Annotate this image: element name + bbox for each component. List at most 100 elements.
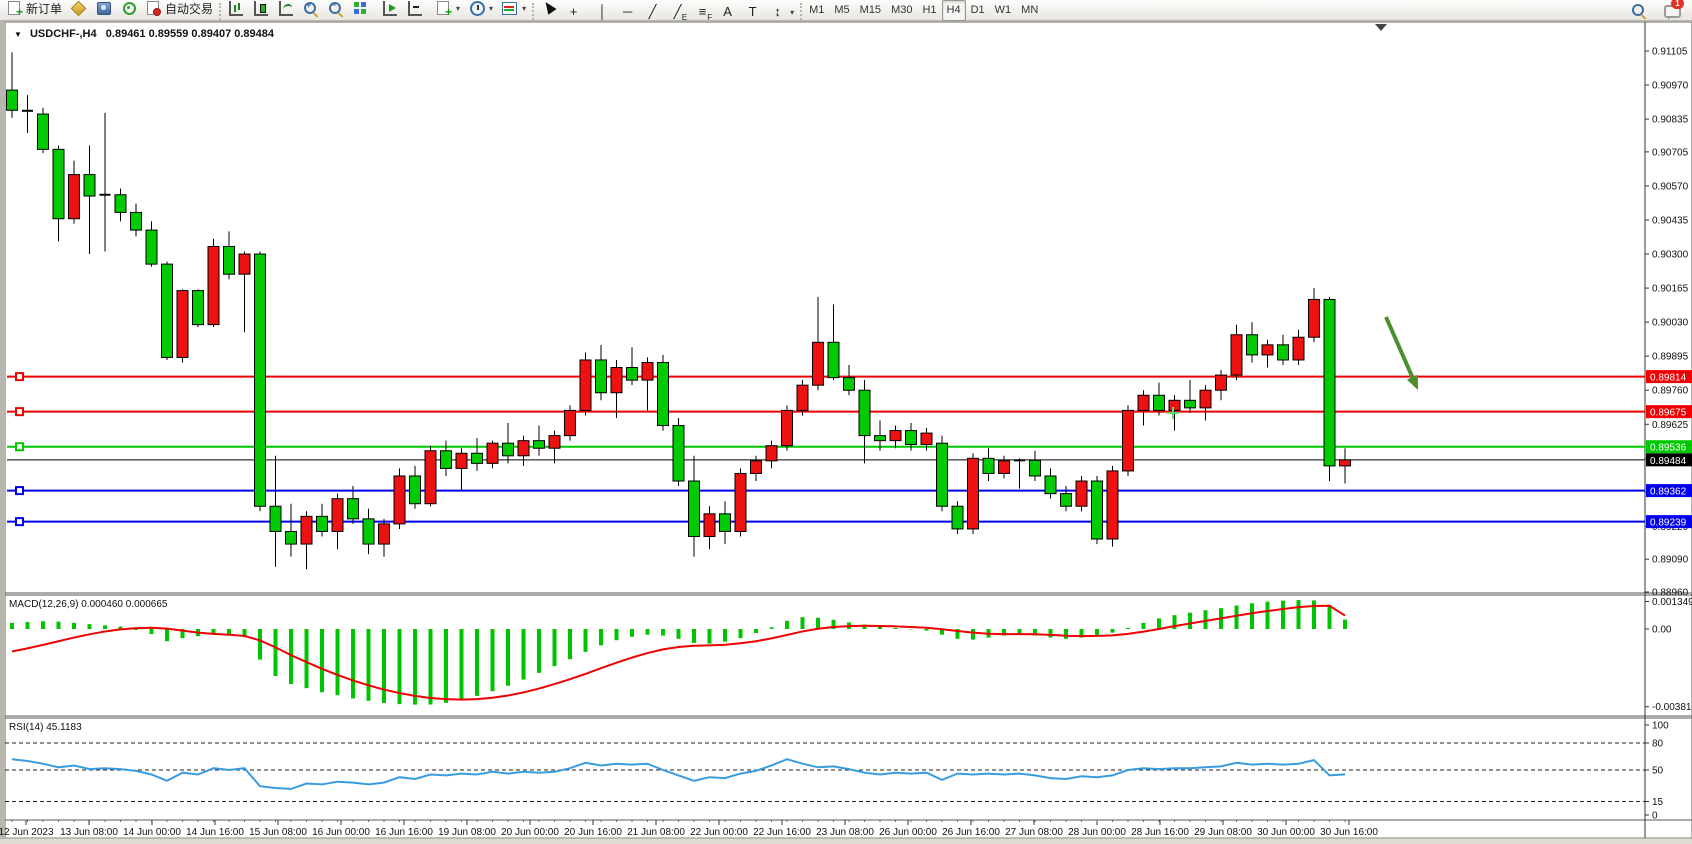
- annotations[interactable]: [1167, 24, 1418, 419]
- zoom-in-button[interactable]: +: [298, 0, 323, 19]
- fibonacci-icon: ≡ F: [698, 4, 713, 22]
- svg-text:15: 15: [1652, 797, 1664, 808]
- svg-text:22 Jun 00:00: 22 Jun 00:00: [690, 827, 748, 838]
- toolbar-separator: [800, 3, 803, 20]
- svg-text:0.89362: 0.89362: [1650, 487, 1687, 498]
- svg-text:0.001349: 0.001349: [1652, 597, 1692, 608]
- chart-shift-button[interactable]: [402, 0, 427, 19]
- svg-text:28 Jun 16:00: 28 Jun 16:00: [1131, 827, 1189, 838]
- svg-text:0.00: 0.00: [1652, 625, 1672, 636]
- timeframe-m30[interactable]: M30: [891, 4, 913, 16]
- svg-text:50: 50: [1652, 766, 1664, 777]
- text-icon: A: [723, 4, 732, 19]
- symbol-info-bar[interactable]: ▼ USDCHF-,H4 0.89461 0.89559 0.89407 0.8…: [14, 28, 274, 40]
- svg-text:0.90970: 0.90970: [1652, 81, 1689, 92]
- timeframe-m1[interactable]: M1: [809, 4, 825, 16]
- text-button[interactable]: A: [715, 2, 740, 23]
- cursor-icon: [540, 0, 557, 16]
- svg-text:29 Jun 08:00: 29 Jun 08:00: [1194, 827, 1252, 838]
- auto-scroll-button[interactable]: [377, 0, 402, 19]
- channel-button[interactable]: ╱ E: [665, 2, 690, 23]
- templates-button[interactable]: ▾: [497, 0, 530, 19]
- label-icon: T: [748, 4, 757, 19]
- toolbar-separator: [532, 3, 535, 20]
- price-tag: 0.89484: [1646, 453, 1692, 467]
- svg-text:19 Jun 08:00: 19 Jun 08:00: [438, 827, 496, 838]
- new-order-button[interactable]: + 新订单: [2, 0, 66, 19]
- gold-cube-button[interactable]: [66, 0, 91, 19]
- macd-indicator-label: MACD(12,26,9) 0.000460 0.000665: [9, 599, 168, 610]
- bar-chart-button[interactable]: [223, 0, 248, 19]
- chat-icon: 1: [1663, 0, 1684, 20]
- svg-text:0.90300: 0.90300: [1652, 250, 1689, 261]
- line-chart-button[interactable]: [273, 0, 298, 19]
- svg-text:26 Jun 16:00: 26 Jun 16:00: [942, 827, 1000, 838]
- svg-text:15 Jun 08:00: 15 Jun 08:00: [249, 827, 307, 838]
- chart-ohlc-quotes: 0.89461 0.89559 0.89407 0.89484: [105, 28, 274, 40]
- sep-macd-rsi[interactable]: [5, 715, 1692, 719]
- svg-text:22 Jun 16:00: 22 Jun 16:00: [753, 827, 811, 838]
- svg-text:0.89895: 0.89895: [1652, 352, 1689, 363]
- candlestick-chart-button[interactable]: [248, 0, 273, 19]
- time-axis[interactable]: 12 Jun 2023 13 Jun 08:00 14 Jun 00:00 14 Ju…: [0, 820, 1378, 838]
- svg-text:16 Jun 00:00: 16 Jun 00:00: [312, 827, 370, 838]
- periods-button[interactable]: ▾: [464, 0, 497, 19]
- rsi-indicator-label: RSI(14) 45.1183: [9, 722, 82, 733]
- macd-signal-line: [11, 604, 1346, 701]
- candles: [6, 52, 1351, 570]
- autotrading-icon: [145, 0, 162, 16]
- autotrading-button[interactable]: 自动交易: [141, 0, 217, 19]
- sep-main-macd[interactable]: [5, 592, 1692, 596]
- vertical-line-button[interactable]: │: [590, 2, 615, 23]
- horizontal-line-icon: ─: [622, 4, 633, 19]
- new-order-label: 新订单: [26, 1, 63, 16]
- svg-text:0.90165: 0.90165: [1652, 284, 1689, 295]
- profile-button[interactable]: [91, 0, 116, 19]
- trendline-button[interactable]: ╱: [640, 2, 665, 23]
- timeframe-m5[interactable]: M5: [834, 4, 850, 16]
- timeframe-h1[interactable]: H1: [922, 4, 937, 16]
- svg-text:0.90435: 0.90435: [1652, 215, 1689, 226]
- profile-icon: [95, 0, 112, 16]
- notifications-button[interactable]: 1: [1659, 0, 1684, 21]
- zoom-out-icon: −: [327, 0, 344, 16]
- fibonacci-button[interactable]: ≡ F: [690, 2, 715, 23]
- zoom-out-button[interactable]: −: [323, 0, 348, 19]
- cursor-button[interactable]: [536, 0, 561, 19]
- candlestick-chart-icon: [252, 0, 269, 16]
- templates-icon: [501, 0, 518, 16]
- svg-text:-0.00381: -0.00381: [1652, 702, 1692, 713]
- crosshair-icon: +: [569, 4, 578, 19]
- price-tag: 0.89675: [1646, 405, 1692, 419]
- chevron-down-icon: ▾: [489, 3, 494, 13]
- indicators-icon: +: [435, 0, 452, 18]
- chart-window[interactable]: ▼ USDCHF-,H4 0.89461 0.89559 0.89407 0.8…: [0, 21, 1692, 844]
- svg-text:13 Jun 08:00: 13 Jun 08:00: [60, 827, 118, 838]
- svg-text:0.89484: 0.89484: [1650, 456, 1687, 467]
- auto-scroll-icon: [381, 0, 398, 16]
- timeframe-w1[interactable]: W1: [994, 4, 1012, 16]
- crosshair-button[interactable]: +: [561, 2, 586, 23]
- tile-windows-button[interactable]: [348, 0, 373, 19]
- chart-canvas[interactable]: 0.91105 0.90970 0.90835 0.90705 0.90570 0.904…: [0, 21, 1692, 844]
- vertical-line-icon: │: [598, 4, 607, 19]
- label-button[interactable]: T: [740, 2, 765, 23]
- timeframe-m15[interactable]: M15: [859, 4, 882, 16]
- indicators-button[interactable]: + ▾: [431, 0, 464, 19]
- timeframe-mn[interactable]: MN: [1021, 4, 1039, 16]
- new-order-icon: +: [6, 0, 23, 18]
- timeframe-d1[interactable]: D1: [970, 4, 985, 16]
- svg-text:23 Jun 08:00: 23 Jun 08:00: [816, 827, 874, 838]
- signal-button[interactable]: [116, 0, 141, 19]
- arrows-button[interactable]: ↕ ▾: [765, 2, 798, 23]
- timeframe-buttons: M1 M5 M15 M30 H1 H4 D1 W1 MN: [804, 0, 1043, 21]
- toolbar-right: 1: [1626, 0, 1692, 21]
- trendline-icon: ╱: [648, 4, 657, 19]
- horizontal-line-button[interactable]: ─: [615, 2, 640, 23]
- chevron-down-icon[interactable]: ▼: [14, 30, 22, 39]
- chart-symbol-period: USDCHF-,H4: [29, 28, 97, 40]
- timeframe-h4[interactable]: H4: [941, 0, 966, 21]
- svg-text:0.90030: 0.90030: [1652, 318, 1689, 329]
- price-axis[interactable]: 0.91105 0.90970 0.90835 0.90705 0.90570 0.904…: [1644, 22, 1692, 838]
- search-button[interactable]: [1626, 0, 1651, 21]
